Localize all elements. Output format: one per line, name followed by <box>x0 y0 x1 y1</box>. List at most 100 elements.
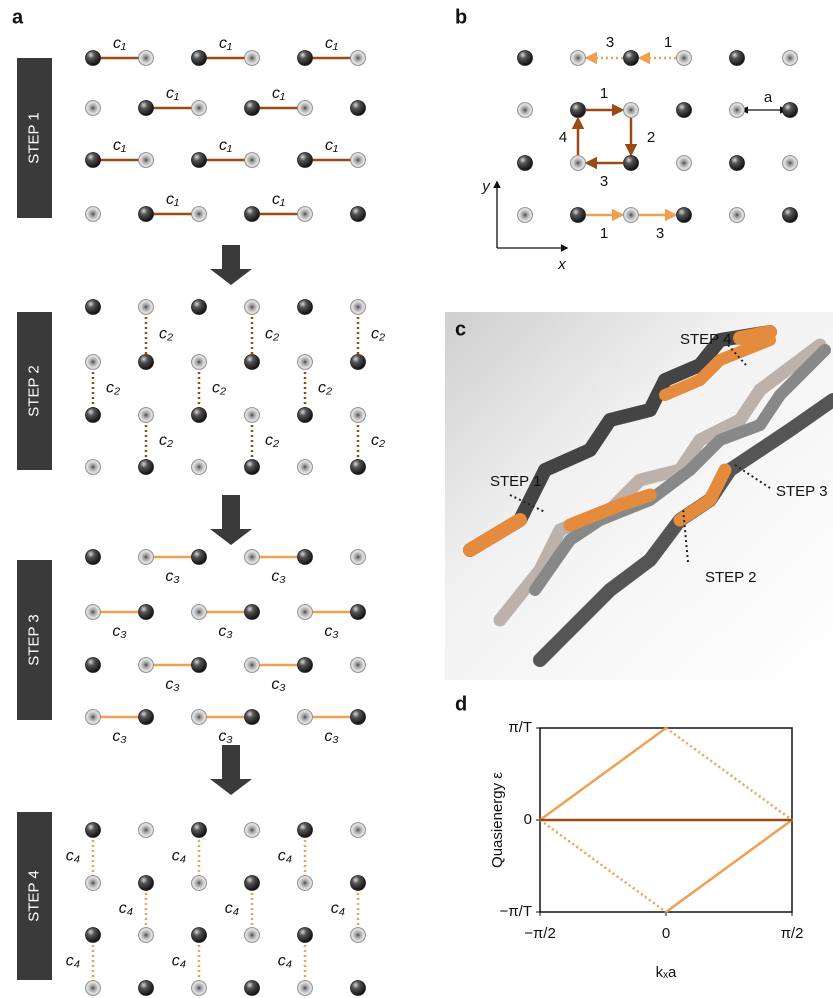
dark-site <box>139 355 154 370</box>
dark-site <box>624 156 639 171</box>
coupling-label: c₁ <box>113 35 126 52</box>
light-site <box>351 408 366 423</box>
hop-label: 3 <box>606 34 614 51</box>
dark-site <box>351 710 366 725</box>
light-site <box>139 153 154 168</box>
light-site <box>86 710 101 725</box>
dark-site <box>139 207 154 222</box>
dark-site <box>518 51 533 66</box>
light-site <box>298 207 313 222</box>
panel-c-render <box>445 312 833 680</box>
light-site <box>677 156 692 171</box>
dark-site <box>351 101 366 116</box>
light-site <box>86 355 101 370</box>
light-site <box>298 460 313 475</box>
coupling-label: c₁ <box>166 191 179 208</box>
axis-name: x <box>557 256 566 273</box>
light-site <box>245 550 260 565</box>
hop-label: 2 <box>647 129 655 146</box>
light-site <box>677 51 692 66</box>
dark-site <box>192 300 207 315</box>
light-site <box>298 710 313 725</box>
light-site <box>351 51 366 66</box>
light-site <box>351 658 366 673</box>
coupling-label: c₂ <box>159 432 173 449</box>
y-axis-label: Quasienergy ε <box>489 772 506 868</box>
panel-label: d <box>455 693 467 715</box>
data-line <box>540 728 666 820</box>
coupling-label: c₄ <box>278 848 292 865</box>
coupling-label: c₁ <box>113 137 126 154</box>
dark-site <box>571 103 586 118</box>
light-site <box>86 101 101 116</box>
x-tick-label: −π/2 <box>524 925 556 942</box>
hop-label: 1 <box>600 225 608 242</box>
light-site <box>298 605 313 620</box>
dark-site <box>518 156 533 171</box>
step-label: STEP 1 <box>25 112 42 163</box>
light-site <box>192 876 207 891</box>
light-site <box>730 208 745 223</box>
light-site <box>86 207 101 222</box>
dark-site <box>245 710 260 725</box>
light-site <box>783 156 798 171</box>
figure: abcdSTEP 1STEP 2STEP 3STEP 4c₁c₁c₁c₁c₁c₁… <box>0 0 833 998</box>
dark-site <box>677 208 692 223</box>
dark-site <box>245 355 260 370</box>
render-label: STEP 2 <box>705 569 756 586</box>
dark-site <box>245 101 260 116</box>
step-label: STEP 2 <box>25 365 42 416</box>
panel-label: a <box>12 6 24 28</box>
light-site <box>245 658 260 673</box>
dark-site <box>139 710 154 725</box>
coupling-label: c₃ <box>218 623 232 640</box>
coupling-label: c₁ <box>325 35 338 52</box>
y-tick-label: 0 <box>524 811 532 828</box>
dark-site <box>298 550 313 565</box>
light-site <box>139 408 154 423</box>
dark-site <box>192 408 207 423</box>
dark-site <box>192 928 207 943</box>
coupling-label: c₁ <box>166 85 179 102</box>
data-line <box>540 820 666 912</box>
dark-site <box>245 460 260 475</box>
step-label: STEP 4 <box>25 870 42 921</box>
dark-site <box>86 153 101 168</box>
light-site <box>245 408 260 423</box>
dark-site <box>139 605 154 620</box>
b-axes <box>497 110 786 248</box>
dark-site <box>86 928 101 943</box>
step-label: STEP 3 <box>25 614 42 665</box>
light-site <box>624 103 639 118</box>
dark-site <box>192 658 207 673</box>
dark-site <box>571 208 586 223</box>
coupling-label: c₂ <box>318 380 332 397</box>
light-site <box>245 153 260 168</box>
render-label: STEP 1 <box>490 473 541 490</box>
dark-site <box>192 153 207 168</box>
light-site <box>86 605 101 620</box>
y-tick-label: π/T <box>508 719 532 736</box>
coupling-label: c₁ <box>219 35 232 52</box>
light-site <box>192 710 207 725</box>
dark-site <box>245 605 260 620</box>
axis-name: y <box>481 178 491 195</box>
coupling-label: c₂ <box>265 432 279 449</box>
panel-label: c <box>455 318 466 340</box>
coupling-label: c₃ <box>218 728 232 745</box>
light-site <box>298 355 313 370</box>
dark-site <box>139 460 154 475</box>
step-arrow <box>210 745 252 795</box>
light-site <box>351 300 366 315</box>
dark-site <box>139 981 154 996</box>
dark-site <box>351 605 366 620</box>
lattice-constant: a <box>764 89 773 106</box>
coupling-label: c₄ <box>66 953 80 970</box>
coupling-label: c₄ <box>278 953 292 970</box>
dark-site <box>351 460 366 475</box>
coupling-label: c₂ <box>212 380 226 397</box>
dark-site <box>298 300 313 315</box>
hop-label: 3 <box>656 225 664 242</box>
light-site <box>86 876 101 891</box>
coupling-label: c₂ <box>106 380 120 397</box>
